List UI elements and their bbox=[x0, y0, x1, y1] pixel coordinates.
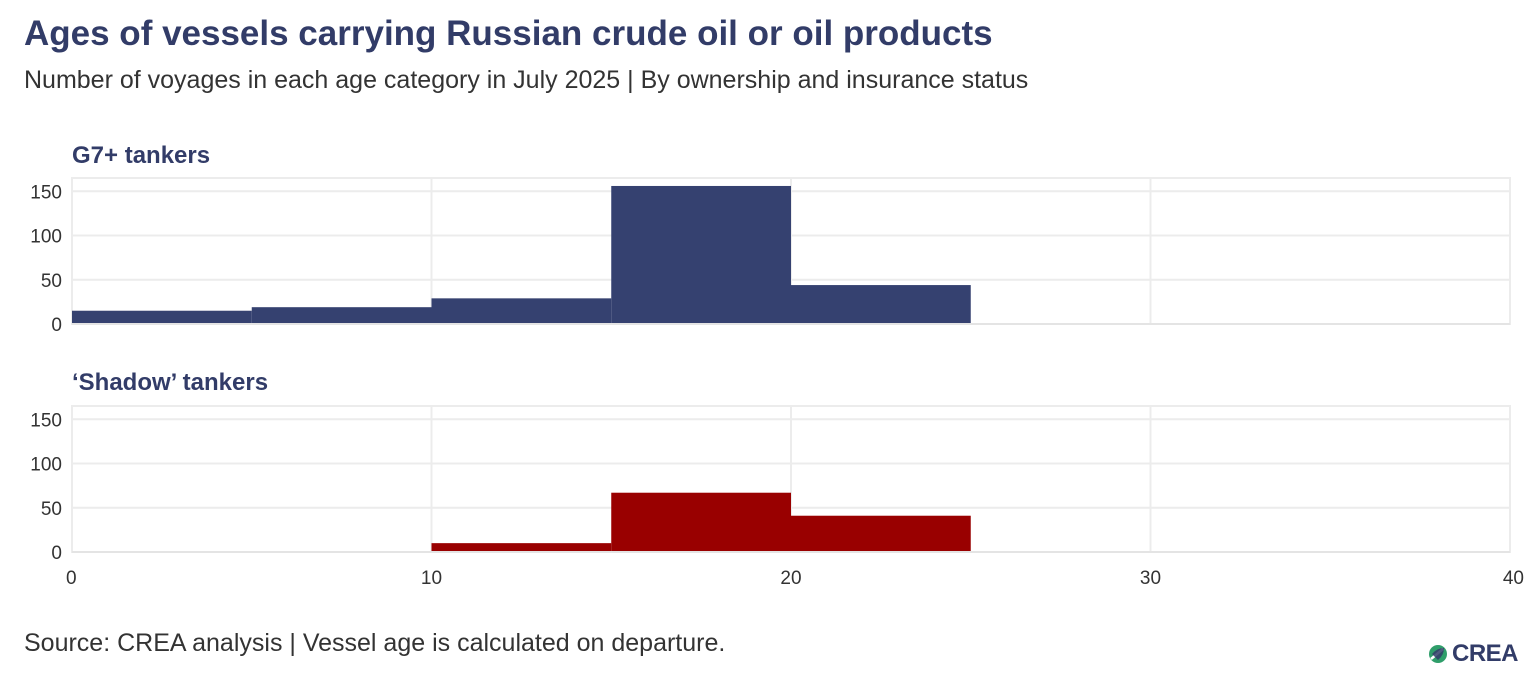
panel-shadow-tankers: ‘Shadow’ tankers 0 50 100 150 bbox=[30, 369, 1511, 564]
panel-g7-tankers: G7+ tankers 0 50 100 150 bbox=[30, 142, 1511, 336]
histogram-bar bbox=[611, 492, 791, 552]
crea-leaf-icon bbox=[1428, 645, 1447, 663]
y-tick-label: 0 bbox=[51, 315, 62, 336]
source-note: Source: CREA analysis | Vessel age is ca… bbox=[24, 629, 726, 657]
chart-subtitle: Number of voyages in each age category i… bbox=[24, 66, 1029, 94]
x-tick-label: 0 bbox=[66, 568, 77, 589]
histogram-bar bbox=[431, 543, 612, 552]
x-axis: 0 10 20 30 40 bbox=[66, 568, 1524, 589]
y-tick-label: 50 bbox=[41, 499, 62, 520]
y-tick-label: 100 bbox=[30, 227, 62, 248]
y-tick-label: 150 bbox=[30, 410, 62, 431]
y-tick-label: 0 bbox=[51, 543, 62, 564]
chart-title: Ages of vessels carrying Russian crude o… bbox=[24, 14, 993, 53]
histogram-bar bbox=[791, 285, 971, 324]
histogram-bar bbox=[72, 310, 252, 324]
crea-logo: CREA bbox=[1428, 640, 1519, 668]
x-tick-label: 10 bbox=[421, 568, 442, 589]
crea-logo-text: CREA bbox=[1451, 640, 1519, 667]
panel-title: ‘Shadow’ tankers bbox=[72, 369, 268, 396]
histogram-bar bbox=[431, 298, 612, 324]
histogram-bar bbox=[251, 307, 432, 324]
y-tick-label: 100 bbox=[30, 455, 62, 476]
x-tick-label: 40 bbox=[1503, 568, 1524, 589]
x-tick-label: 20 bbox=[780, 568, 801, 589]
y-tick-label: 50 bbox=[41, 271, 62, 292]
panel-title: G7+ tankers bbox=[72, 142, 210, 169]
histogram-bar bbox=[791, 515, 971, 552]
y-tick-label: 150 bbox=[30, 182, 62, 203]
histogram-bar bbox=[611, 185, 791, 324]
x-tick-label: 30 bbox=[1140, 568, 1161, 589]
